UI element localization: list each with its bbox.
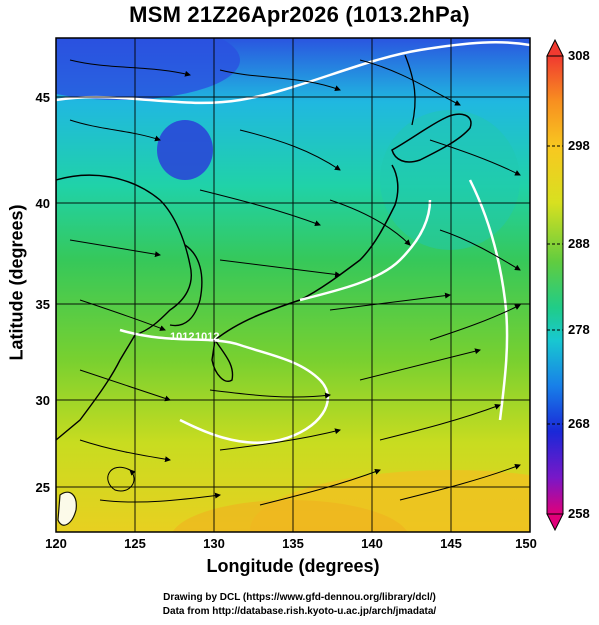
x-axis-label: Longitude (degrees)	[206, 556, 380, 576]
streamline	[69, 59, 191, 77]
x-tick-label: 135	[282, 536, 304, 551]
x-tick-label: 120	[45, 536, 67, 551]
streamline	[219, 259, 341, 278]
streamline	[429, 139, 521, 176]
pressure-contour-2	[119, 328, 330, 444]
colorbar-top-arrow	[546, 38, 564, 57]
asia-coastline	[56, 174, 192, 441]
y-axis-label: Latitude (degrees)	[6, 204, 27, 361]
streamline	[239, 129, 341, 171]
streamline	[79, 439, 171, 463]
pressure-contour-1	[56, 41, 530, 105]
cool-region-ocean	[380, 110, 520, 250]
streamline	[209, 389, 331, 399]
credit-data: Data from http://database.rish.kyoto-u.a…	[162, 606, 437, 617]
contour-label: 1012	[170, 331, 194, 343]
streamline	[219, 69, 341, 92]
plot-frame	[55, 37, 531, 533]
colorbar-tick-label: 278	[568, 322, 590, 337]
credit-drawing: Drawing by DCL (https://www.gfd-dennou.o…	[163, 592, 436, 603]
contour-label: 1012	[195, 331, 219, 343]
streamline	[379, 403, 501, 441]
x-tick-label: 145	[440, 536, 462, 551]
map-title: MSM 21Z26Apr2026 (1013.2hPa)	[129, 2, 470, 27]
streamline	[439, 229, 521, 271]
streamline	[69, 119, 161, 142]
sakhalin	[404, 54, 416, 126]
x-tick-label: 125	[124, 536, 146, 551]
warm-region-south	[172, 500, 408, 532]
taiwan	[57, 491, 77, 526]
y-tick-label: 40	[36, 196, 50, 211]
streamline	[359, 348, 481, 381]
colorbar-tick-label: 298	[568, 138, 590, 153]
streamline	[69, 239, 161, 258]
colorbar-bottom-arrow	[546, 513, 564, 532]
streamline	[107, 467, 136, 492]
cold-region-north	[56, 38, 240, 100]
streamline	[79, 369, 171, 402]
streamline	[79, 299, 166, 331]
colorbar	[546, 55, 564, 515]
y-tick-label: 45	[36, 90, 50, 105]
streamline	[429, 304, 521, 341]
x-tick-label: 150	[515, 536, 537, 551]
y-tick-label: 30	[36, 393, 50, 408]
colorbar-tick-label: 268	[568, 416, 590, 431]
streamline	[219, 428, 341, 451]
colorbar-tick-label: 258	[568, 506, 590, 521]
korea-peninsula	[169, 244, 203, 327]
streamline	[99, 492, 221, 503]
x-tick-label: 140	[361, 536, 383, 551]
japan-honshu	[214, 164, 399, 341]
pressure-contour-4	[468, 179, 509, 421]
streamline	[399, 463, 521, 501]
streamline	[259, 468, 381, 506]
y-tick-label: 35	[36, 297, 50, 312]
pressure-contour-3	[299, 199, 432, 302]
colorbar-tick-label: 308	[568, 48, 590, 63]
map-grid	[56, 38, 530, 532]
y-tick-label: 25	[36, 480, 50, 495]
x-tick-label: 130	[203, 536, 225, 551]
streamline	[329, 292, 451, 311]
japan-hokkaido	[391, 113, 472, 163]
cold-region-center	[157, 120, 213, 180]
streamline	[199, 189, 321, 227]
colorbar-tick-label: 288	[568, 236, 590, 251]
